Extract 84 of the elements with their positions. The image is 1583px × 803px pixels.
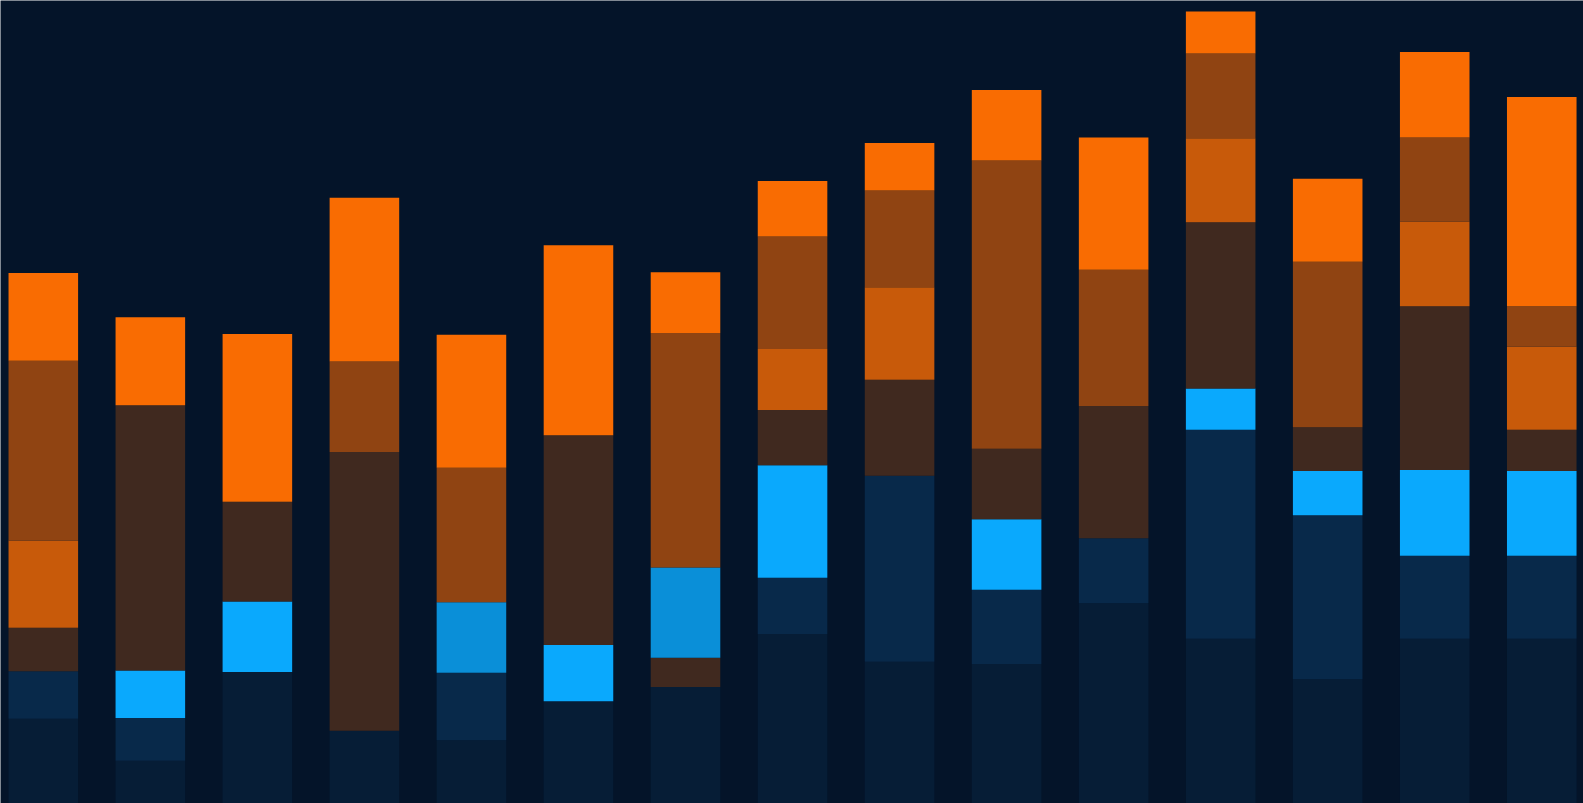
bar: [222, 333, 293, 502]
bar: [115, 317, 186, 406]
bar: [1506, 429, 1577, 471]
bar: [8, 627, 79, 672]
bar: [115, 405, 186, 671]
bar: [1399, 306, 1470, 471]
bar: [757, 181, 828, 237]
bar: [1506, 306, 1577, 347]
bar: [222, 501, 293, 602]
bar: [1399, 470, 1470, 556]
bar: [329, 451, 400, 731]
bar: [1292, 427, 1363, 471]
bar: [1078, 603, 1149, 803]
bar: [864, 190, 935, 288]
bar: [650, 333, 721, 568]
bar: [757, 577, 828, 635]
bar: [1185, 53, 1256, 139]
bar: [1078, 538, 1149, 604]
bar: [1506, 555, 1577, 639]
bar: [1292, 515, 1363, 680]
bar: [971, 448, 1042, 520]
bar: [543, 701, 614, 803]
bar: [650, 272, 721, 334]
bar: [971, 160, 1042, 449]
bar: [115, 670, 186, 718]
bar: [1078, 269, 1149, 406]
bar: [864, 661, 935, 803]
bar: [1506, 638, 1577, 803]
bar: [1506, 346, 1577, 430]
bar: [115, 760, 186, 803]
bar: [1185, 11, 1256, 54]
bar: [436, 740, 507, 803]
bar: [1185, 222, 1256, 389]
bar: [8, 272, 79, 361]
bar: [543, 245, 614, 436]
bar: [757, 348, 828, 410]
bar: [8, 671, 79, 719]
bar: [1292, 470, 1363, 516]
bar: [8, 360, 79, 541]
bar: [757, 236, 828, 349]
bar: [971, 664, 1042, 803]
bar: [329, 197, 400, 362]
bar: [436, 672, 507, 741]
bar: [329, 730, 400, 803]
bar: [436, 467, 507, 603]
bar: [650, 567, 721, 658]
bar: [864, 475, 935, 662]
bar: [1185, 138, 1256, 223]
bar: [543, 435, 614, 646]
bar: [1078, 137, 1149, 270]
bar: [222, 601, 293, 673]
bar: [436, 602, 507, 673]
bar: [1292, 679, 1363, 803]
bar: [971, 589, 1042, 665]
bar: [1399, 51, 1470, 138]
bar: [864, 287, 935, 380]
bar: [1185, 638, 1256, 803]
bar: [757, 634, 828, 803]
bar: [1506, 97, 1577, 307]
bar: [1185, 429, 1256, 639]
bar: [1506, 470, 1577, 556]
bar: [436, 334, 507, 468]
bar: [650, 657, 721, 688]
bar: [1399, 137, 1470, 222]
bar: [1078, 405, 1149, 539]
bar: [1399, 221, 1470, 307]
bar: [115, 717, 186, 761]
bar: [1292, 261, 1363, 428]
bar: [329, 361, 400, 452]
bar: [1399, 555, 1470, 639]
bar: [864, 143, 935, 191]
bar: [1292, 178, 1363, 262]
bar: [757, 465, 828, 578]
bar: [1399, 638, 1470, 803]
bar: [222, 672, 293, 803]
bar: [8, 718, 79, 803]
bar: [650, 687, 721, 803]
bar: [543, 645, 614, 702]
bar: [971, 89, 1042, 161]
bar: [8, 540, 79, 628]
bar: [864, 379, 935, 476]
bar: [1185, 388, 1256, 430]
bar: [971, 519, 1042, 590]
bar: [757, 409, 828, 466]
